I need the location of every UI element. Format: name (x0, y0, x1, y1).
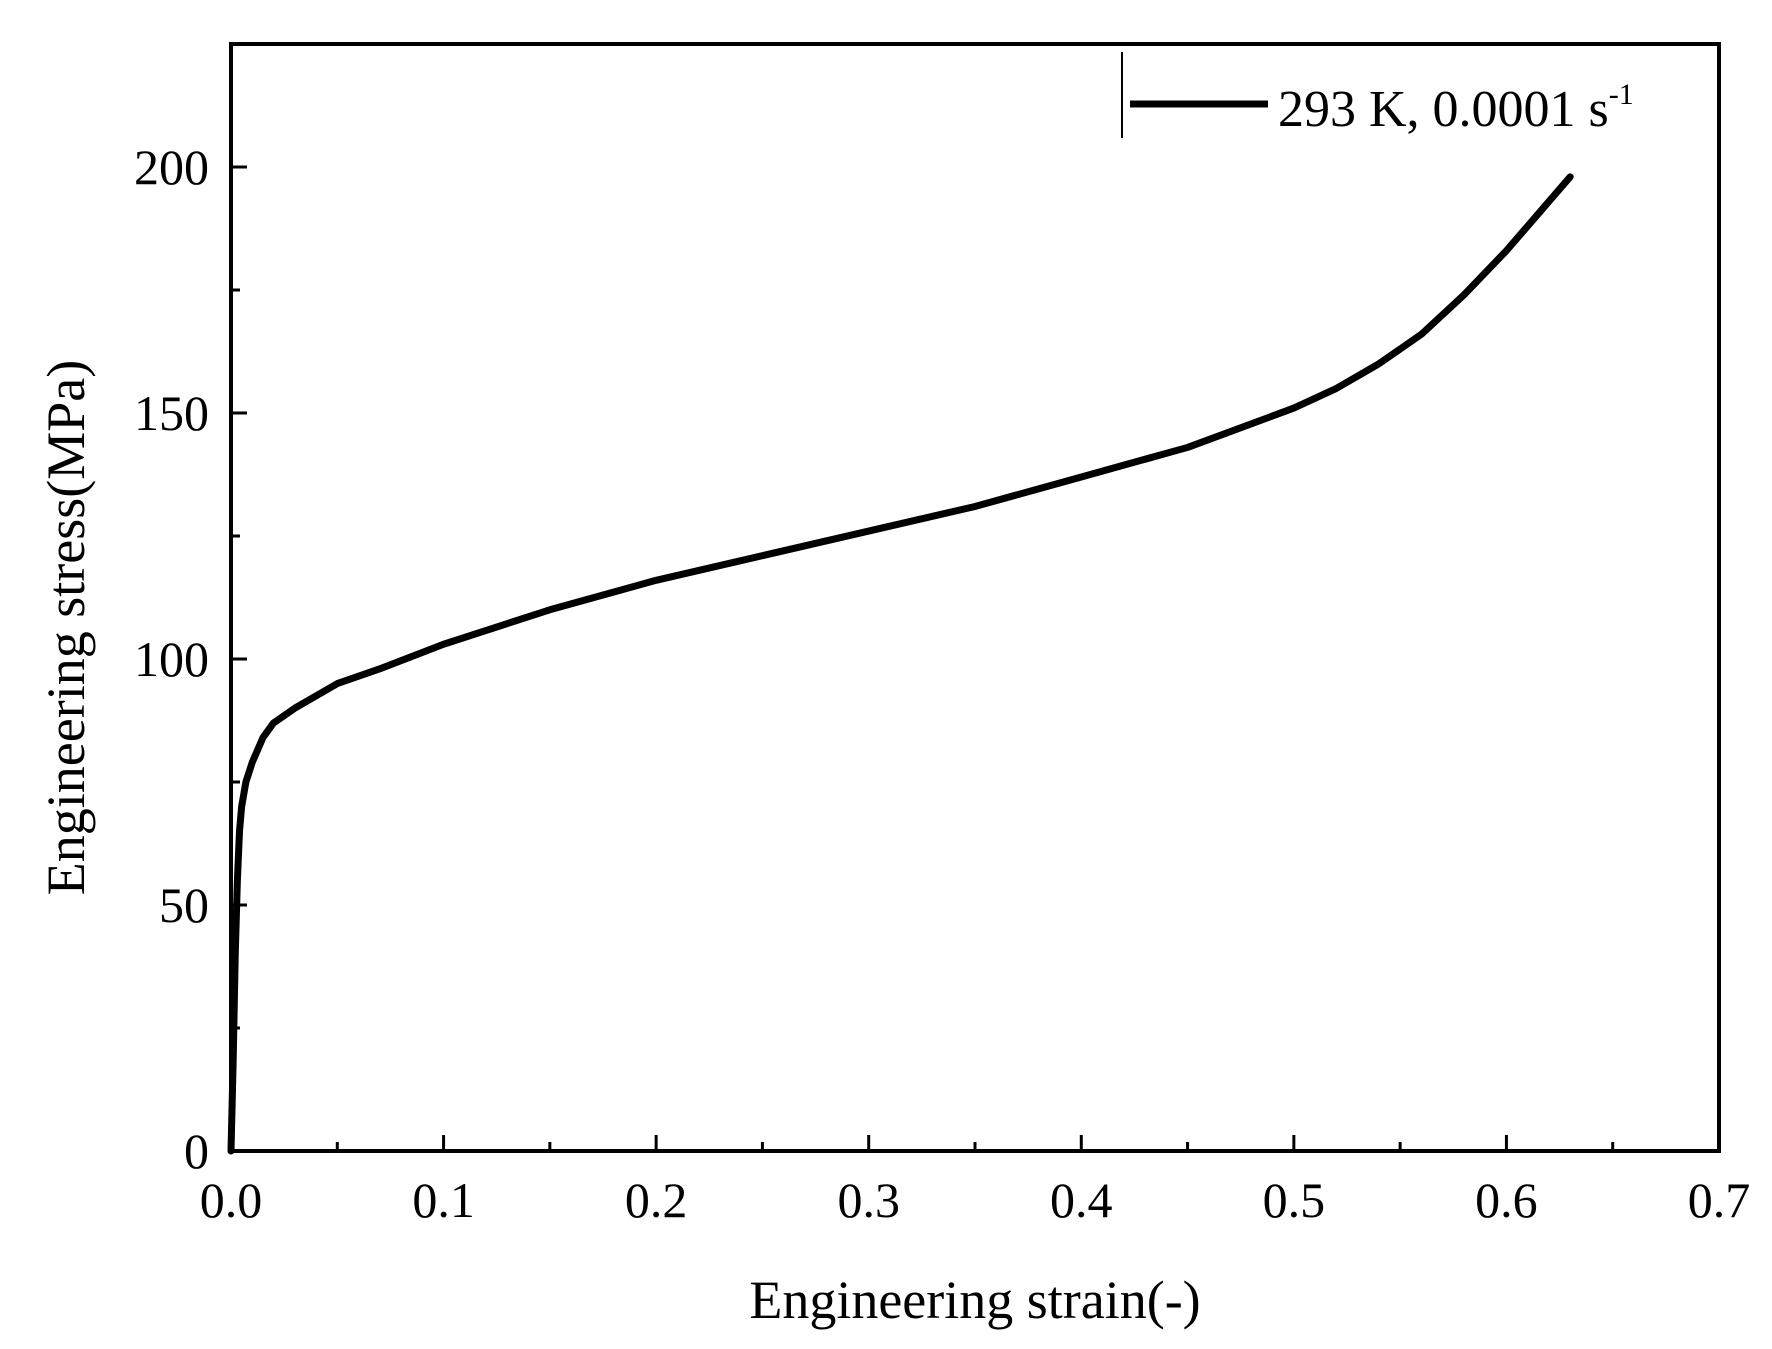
x-tick-label: 0.6 (1475, 1172, 1538, 1228)
legend-label-superscript: -1 (1609, 78, 1634, 111)
y-tick-label: 50 (159, 877, 209, 933)
y-tick-label: 200 (134, 139, 209, 195)
x-tick-label: 0.3 (837, 1172, 900, 1228)
y-tick-label: 150 (134, 385, 209, 441)
x-axis-title: Engineering strain(-) (749, 1270, 1200, 1330)
series-line-293K (227, 173, 1574, 1155)
axis-ticks (229, 165, 1721, 1153)
legend: 293 K, 0.0001 s-1 (1121, 52, 1634, 138)
y-tick-label: 0 (184, 1123, 209, 1179)
x-tick-label: 0.2 (625, 1172, 688, 1228)
legend-label: 293 K, 0.0001 s-1 (1278, 78, 1634, 138)
x-tick-label: 0.4 (1050, 1172, 1113, 1228)
x-tick-label: 0.0 (200, 1172, 263, 1228)
x-tick-label: 0.1 (412, 1172, 475, 1228)
tick-labels: 0.0 0.1 0.2 0.3 0.4 0.5 0.6 0.7 0 50 100 150 200 (134, 139, 1750, 1228)
plot-area-frame (229, 42, 1721, 1153)
x-tick-label: 0.7 (1688, 1172, 1751, 1228)
x-tick-label: 0.5 (1263, 1172, 1326, 1228)
legend-label-main: 293 K, 0.0001 s (1278, 81, 1609, 138)
y-axis-title: Engineering stress(MPa) (36, 360, 96, 895)
y-tick-label: 100 (134, 631, 209, 687)
